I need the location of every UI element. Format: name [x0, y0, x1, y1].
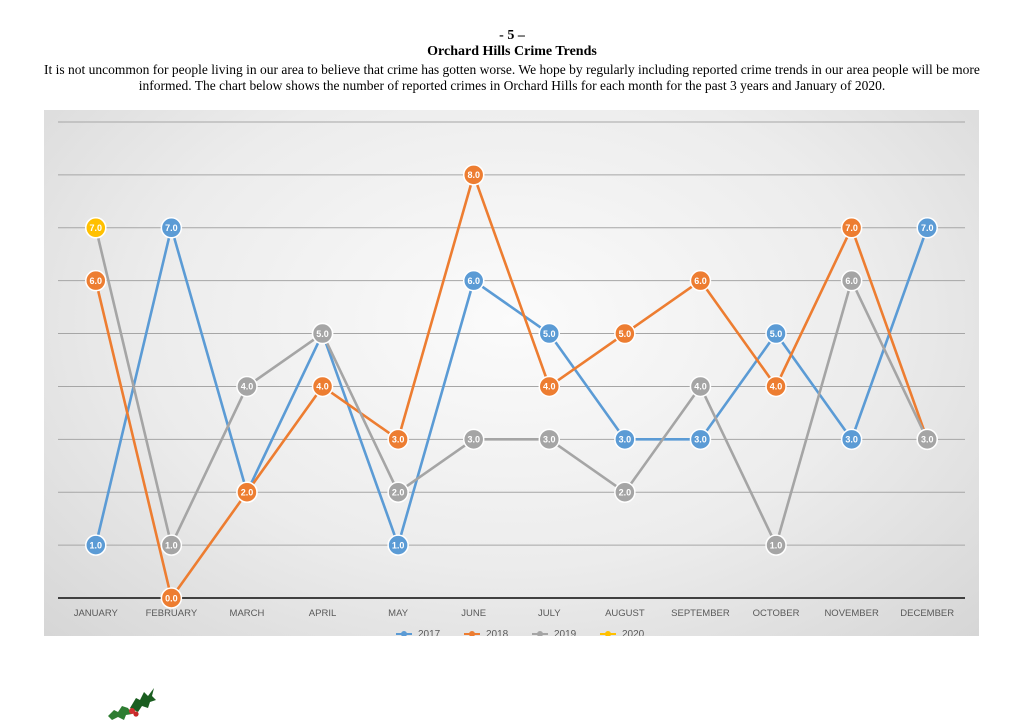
x-tick-label: APRIL	[309, 608, 336, 619]
x-tick-label: FEBRUARY	[146, 608, 198, 619]
data-label-2018: 6.0	[90, 276, 103, 286]
data-label-2018: 4.0	[316, 382, 329, 392]
data-label-2018: 8.0	[467, 170, 480, 180]
data-point-2019	[387, 481, 409, 503]
x-tick-label: DECEMBER	[900, 608, 954, 619]
data-point-2018	[85, 269, 107, 292]
data-label-2017: 7.0	[921, 223, 934, 233]
page-title: Orchard Hills Crime Trends	[427, 44, 597, 59]
data-label-2017: 1.0	[392, 540, 405, 550]
data-label-2019: 2.0	[392, 488, 405, 498]
data-label-2018: 4.0	[543, 382, 556, 392]
series-line-2018	[94, 173, 929, 600]
data-point-2017	[462, 269, 485, 292]
data-point-2017	[387, 534, 409, 556]
data-label-2018: 2.0	[241, 488, 254, 498]
data-label-2017: 6.0	[467, 276, 480, 286]
data-point-2018	[387, 428, 409, 451]
data-point-2017	[538, 322, 561, 345]
chart-container: JANUARY FEBRUARY MARCH APRIL MAY JUNE JULY AUGU…	[44, 110, 979, 636]
x-tick-label: MARCH	[230, 608, 265, 619]
data-label-2019: 4.0	[241, 382, 254, 392]
data-point-2019	[765, 534, 787, 556]
x-tick-label: MAY	[388, 608, 409, 619]
series-line-2019	[94, 227, 929, 547]
holly-icon	[108, 688, 156, 720]
data-label-2017: 1.0	[90, 540, 103, 550]
page-number: - 5 –	[499, 28, 525, 43]
data-point-2018	[765, 375, 787, 398]
data-point-2017	[160, 217, 183, 239]
x-tick-label: SEPTEMBER	[671, 608, 730, 619]
data-point-2018	[840, 217, 863, 239]
data-point-2019	[689, 375, 712, 398]
x-tick-label: JULY	[538, 608, 561, 619]
x-tick-label: JUNE	[461, 608, 486, 619]
data-point-2019	[311, 322, 334, 345]
data-point-2018	[236, 481, 258, 503]
x-tick-label: JANUARY	[74, 608, 119, 619]
legend-label-2020: 2020	[622, 629, 645, 636]
data-point-2018	[311, 375, 334, 398]
data-label-2018: 5.0	[619, 329, 632, 339]
data-label-2019: 3.0	[543, 435, 556, 445]
data-point-2017	[916, 217, 938, 239]
data-label-2019: 2.0	[619, 488, 632, 498]
data-point-2019	[614, 481, 636, 503]
data-point-2018	[462, 164, 485, 186]
data-label-2018: 6.0	[694, 276, 707, 286]
legend-label-2017: 2017	[418, 629, 441, 636]
data-point-2018	[689, 269, 712, 292]
legend-marker-2020	[605, 631, 611, 636]
data-label-2018: 0.0	[165, 593, 178, 603]
data-point-2018	[614, 322, 636, 345]
data-point-2019	[462, 428, 485, 451]
data-point-2019	[916, 428, 938, 451]
data-label-2019: 3.0	[921, 435, 934, 445]
data-label-2019: 1.0	[165, 540, 178, 550]
x-tick-label: NOVEMBER	[824, 608, 879, 619]
data-label-2019: 1.0	[770, 540, 783, 550]
data-label-2019: 6.0	[845, 276, 858, 286]
data-point-2017	[85, 534, 107, 556]
data-label-2020: 7.0	[90, 223, 103, 233]
data-point-2020	[85, 217, 107, 239]
data-label-2017: 3.0	[845, 435, 858, 445]
data-point-2019	[160, 534, 183, 556]
legend-marker-2018	[469, 631, 475, 636]
crime-trends-chart: JANUARY FEBRUARY MARCH APRIL MAY JUNE JULY AUGU…	[58, 121, 965, 636]
x-tick-label: AUGUST	[605, 608, 645, 619]
legend-label-2018: 2018	[486, 629, 509, 636]
data-label-2017: 3.0	[694, 435, 707, 445]
data-point-2019	[538, 428, 561, 451]
data-label-2017: 3.0	[619, 435, 632, 445]
x-tick-label: OCTOBER	[753, 608, 800, 619]
data-point-2018	[160, 587, 183, 609]
data-label-2017: 5.0	[543, 329, 556, 339]
legend-marker-2019	[537, 631, 543, 636]
data-point-2017	[614, 428, 636, 451]
series-line-2017	[94, 226, 929, 547]
data-label-2019: 3.0	[467, 435, 480, 445]
data-label-2017: 5.0	[770, 329, 783, 339]
legend-marker-2017	[401, 631, 407, 636]
data-label-2019: 5.0	[316, 329, 329, 339]
data-point-2017	[840, 428, 863, 451]
data-point-2017	[689, 428, 712, 451]
data-point-2019	[840, 269, 863, 292]
data-label-2018: 3.0	[392, 435, 405, 445]
data-point-2019	[236, 375, 258, 398]
data-label-2017: 7.0	[165, 223, 178, 233]
intro-paragraph: It is not uncommon for people living in …	[44, 62, 980, 93]
data-point-2018	[538, 375, 561, 398]
data-label-2018: 7.0	[845, 223, 858, 233]
legend-label-2019: 2019	[554, 629, 577, 636]
data-label-2019: 4.0	[694, 382, 707, 392]
data-point-2017	[765, 322, 787, 345]
data-label-2018: 4.0	[770, 382, 783, 392]
